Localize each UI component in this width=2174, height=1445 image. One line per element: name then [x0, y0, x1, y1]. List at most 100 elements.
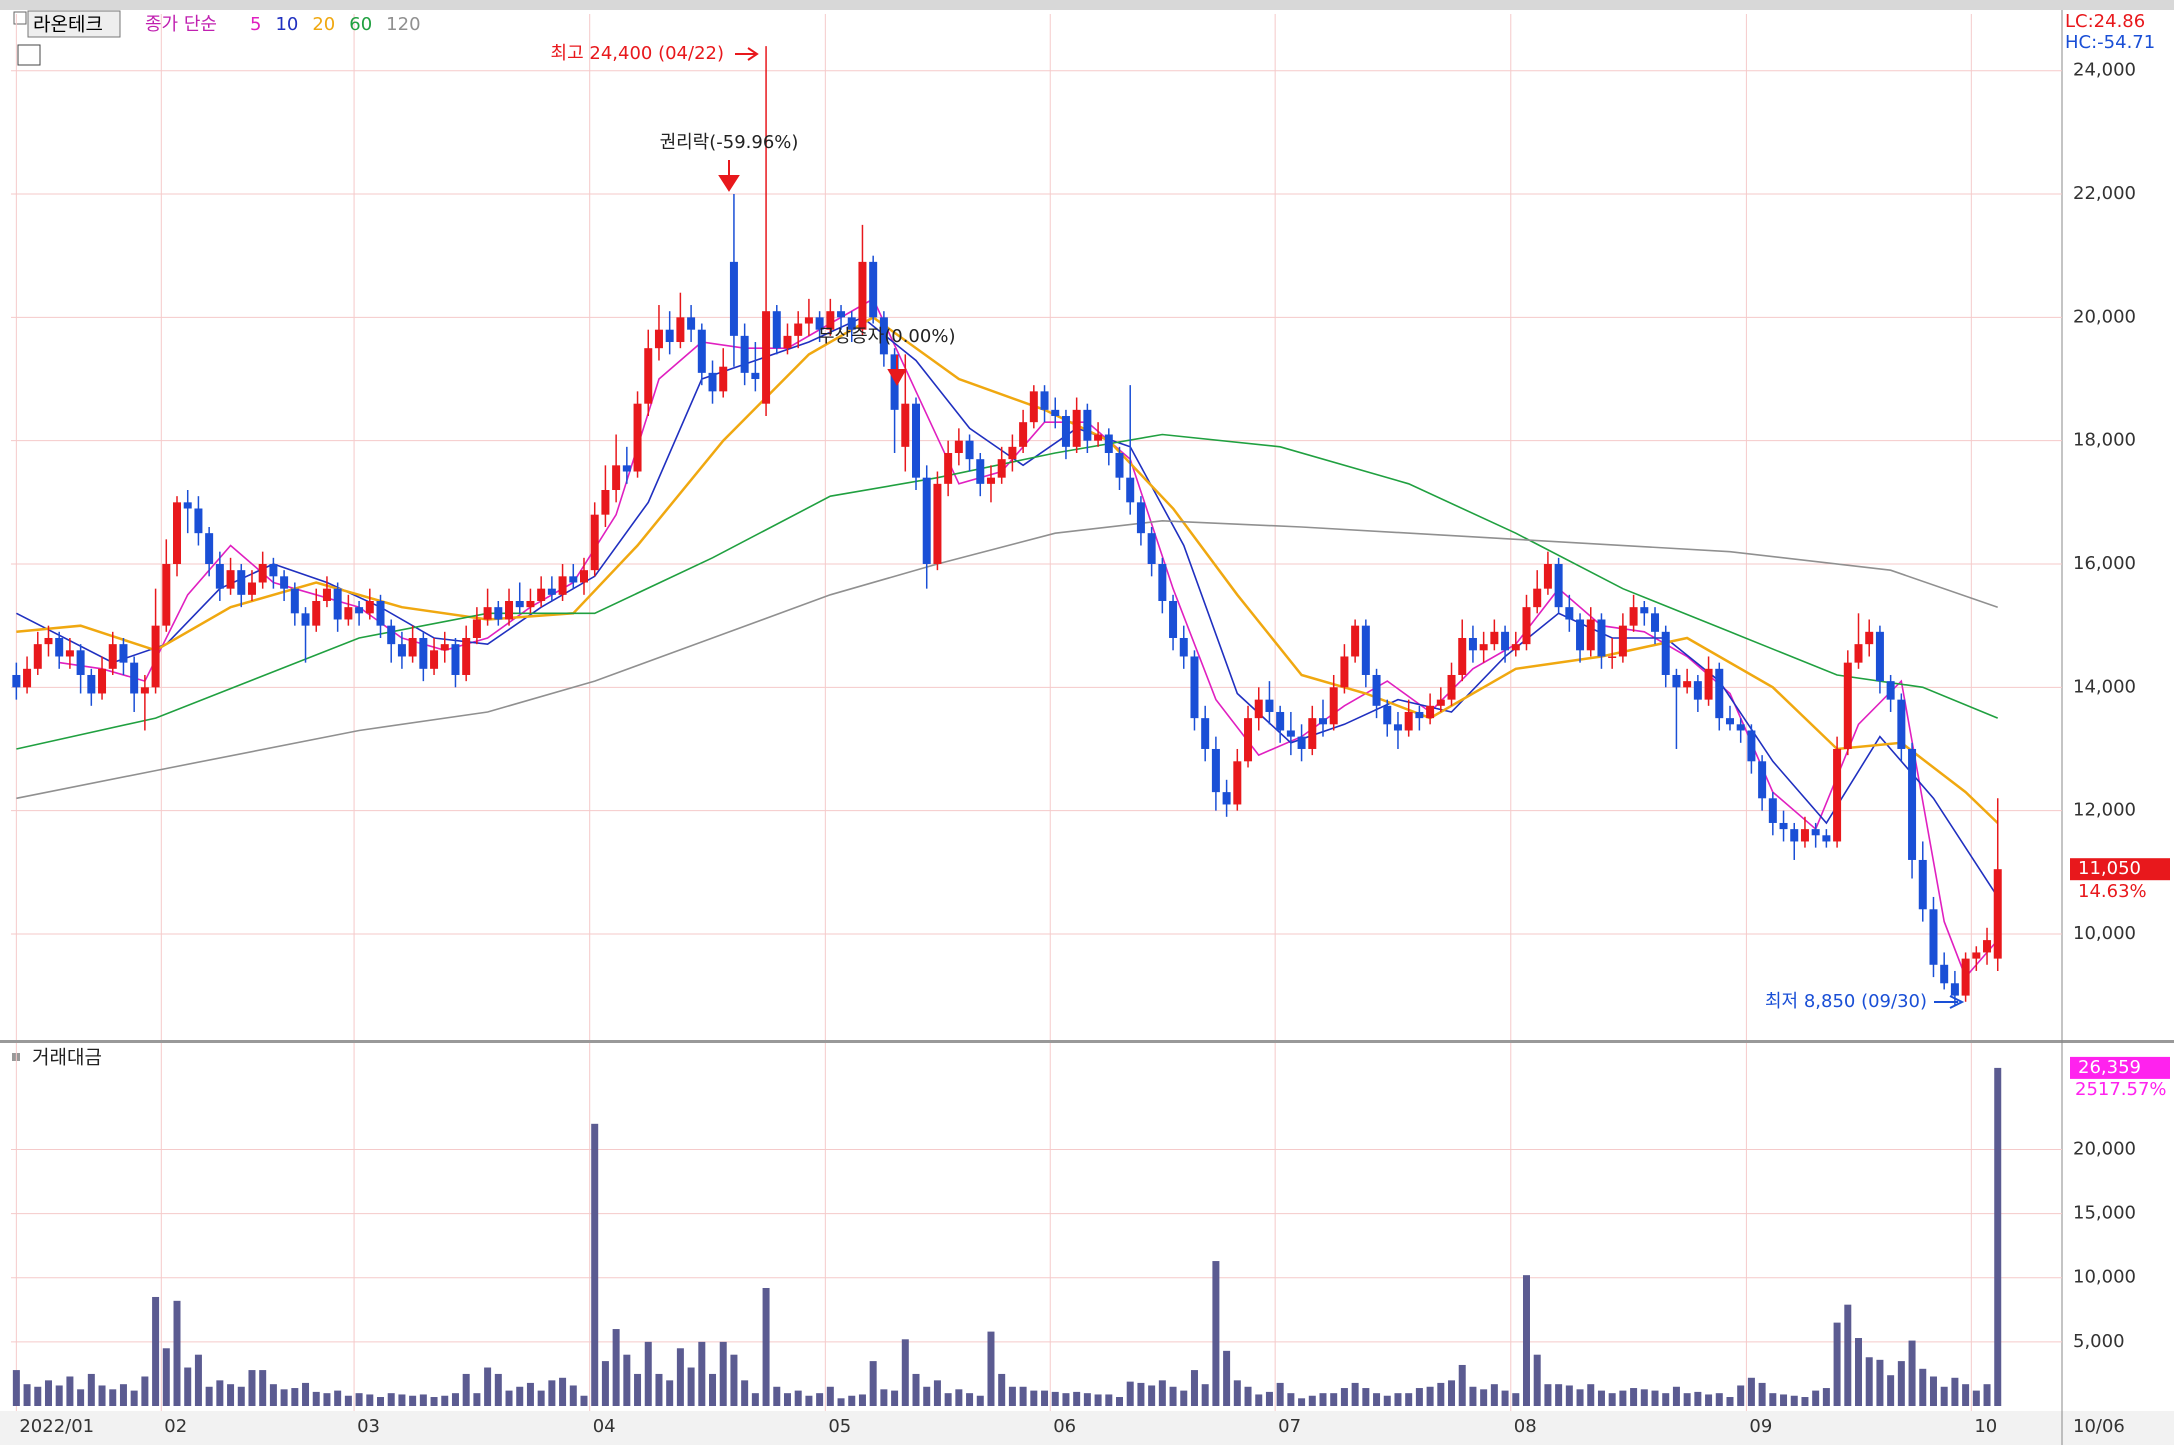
candle-body — [954, 440, 963, 454]
y-tick-label: 5,000 — [2073, 1331, 2125, 1352]
bar — [1426, 1386, 1434, 1406]
candle-body — [1094, 434, 1103, 441]
legend-entry: 20 — [312, 14, 335, 35]
bar — [1073, 1391, 1081, 1406]
candle-body — [719, 366, 728, 392]
candle-body — [237, 570, 246, 595]
candle-body — [815, 317, 824, 330]
bar — [580, 1395, 588, 1406]
bar — [1308, 1395, 1316, 1406]
candle-body — [922, 477, 931, 564]
candle-body — [772, 311, 781, 349]
candle-body — [976, 459, 985, 484]
bar — [302, 1382, 310, 1406]
bar — [1126, 1381, 1134, 1406]
candle-body — [1404, 711, 1413, 731]
x-tick-label: 07 — [1278, 1416, 1301, 1437]
candle-body — [1393, 724, 1402, 731]
bar — [1051, 1391, 1059, 1406]
candle-body — [687, 317, 696, 330]
bar — [944, 1393, 952, 1406]
candle-body — [87, 674, 96, 694]
bar — [130, 1390, 138, 1406]
legend-entry: 120 — [386, 14, 420, 35]
candle-body — [997, 459, 1006, 478]
candle-body — [419, 637, 428, 669]
bar — [44, 1380, 52, 1406]
bar — [1929, 1376, 1937, 1406]
candle-body — [1918, 859, 1927, 910]
bar — [1501, 1390, 1509, 1406]
bar — [1705, 1394, 1713, 1406]
bar — [1662, 1393, 1670, 1406]
bar — [109, 1389, 117, 1406]
candle-body — [1929, 909, 1938, 965]
candle-body — [387, 625, 396, 645]
bar — [1801, 1397, 1809, 1406]
bar — [387, 1393, 395, 1406]
bar — [601, 1361, 609, 1406]
date-strip — [0, 1411, 2174, 1445]
bar — [1319, 1393, 1327, 1406]
candle-body — [505, 600, 514, 620]
candle-body — [986, 477, 995, 484]
candle-body — [462, 637, 471, 675]
bar — [858, 1394, 866, 1406]
bar — [1265, 1391, 1273, 1406]
annotation: 최저 8,850 (09/30) — [1765, 991, 1927, 1012]
bar — [998, 1373, 1006, 1406]
bar — [1030, 1390, 1038, 1406]
bar — [34, 1386, 42, 1406]
bar — [1908, 1340, 1916, 1406]
candle-body — [1501, 631, 1510, 651]
candle-body — [1372, 674, 1381, 706]
bar — [1597, 1390, 1605, 1406]
menu-icon[interactable] — [13, 11, 27, 25]
candle-body — [1543, 563, 1552, 589]
bar — [1276, 1382, 1284, 1406]
bar — [591, 1123, 599, 1406]
table-icon[interactable] — [17, 44, 41, 66]
candle-body — [1811, 829, 1820, 836]
bar — [1405, 1393, 1413, 1406]
y-tick-label: 15,000 — [2073, 1203, 2136, 1224]
candle-body — [205, 533, 214, 564]
end-date: 10/06 — [2073, 1416, 2125, 1437]
bar — [377, 1397, 385, 1406]
annotation: 무상증자(0.00%) — [818, 326, 955, 347]
candle-body — [430, 650, 439, 669]
bar — [1383, 1395, 1391, 1406]
candle-body — [1629, 607, 1638, 626]
bar — [751, 1393, 759, 1406]
candle-body — [322, 588, 331, 601]
bar — [1919, 1368, 1927, 1406]
bar — [805, 1395, 813, 1406]
candle-body — [1211, 748, 1220, 793]
ticker-box[interactable] — [27, 10, 121, 38]
bar — [666, 1380, 674, 1406]
candle-body — [847, 317, 856, 330]
bar — [162, 1348, 170, 1406]
bar — [955, 1389, 963, 1406]
x-tick-label: 10 — [1974, 1416, 1997, 1437]
candle-body — [119, 644, 128, 663]
candle-body — [1672, 674, 1681, 688]
candle-body — [1351, 625, 1360, 657]
candle-body — [1447, 674, 1456, 700]
candle-body — [1554, 563, 1563, 608]
candle-body — [558, 576, 567, 595]
bar — [505, 1390, 513, 1406]
bar — [623, 1354, 631, 1406]
bar — [430, 1397, 438, 1406]
candle-body — [901, 403, 910, 447]
candle-body — [1265, 699, 1274, 712]
candle-body — [1940, 964, 1949, 984]
candle-body — [44, 637, 53, 645]
candle-body — [569, 576, 578, 583]
candle-body — [397, 644, 406, 657]
bar — [1415, 1388, 1423, 1406]
bar — [676, 1348, 684, 1406]
candle-body — [1747, 730, 1756, 762]
bar — [612, 1329, 620, 1406]
candle-body — [1244, 718, 1253, 762]
